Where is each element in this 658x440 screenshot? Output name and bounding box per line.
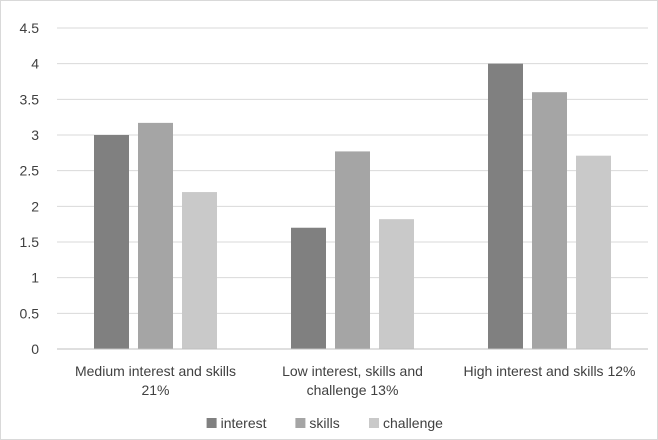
y-tick-label: 2 [31,198,39,214]
bar-interest [94,135,129,349]
y-tick-label: 3 [31,127,39,143]
y-tick-label: 4 [31,56,39,72]
y-tick-label: 2.5 [20,163,40,179]
y-tick-label: 1.5 [20,234,40,250]
y-tick-label: 0.5 [20,305,40,321]
bar-skills [532,92,567,349]
bar-skills [335,151,370,349]
category-label: High interest and skills 12% [464,363,636,379]
bar-challenge [379,219,414,349]
legend: interest skills challenge [206,415,443,431]
category-label: Low interest, skills and [282,363,423,379]
category-labels: Medium interest and skills 21% Low interes… [75,363,636,398]
bar-interest [488,63,523,350]
bar-challenge [576,155,611,349]
category-label: 21% [141,382,169,398]
legend-label-challenge: challenge [383,415,443,431]
y-tick-label: 1 [31,270,39,286]
legend-swatch-challenge [369,418,379,428]
legend-swatch-interest [206,418,217,428]
bars [94,63,611,350]
y-tick-label: 0 [31,341,39,357]
legend-swatch-skills [295,418,306,428]
category-label: challenge 13% [307,382,399,398]
bar-challenge [182,192,217,349]
bar-skills [138,122,173,349]
legend-label-skills: skills [309,415,339,431]
y-axis-tick-labels: 0 0.5 1 1.5 2 2.5 3 3.5 4 4.5 [20,20,40,357]
y-tick-label: 3.5 [20,91,40,107]
bar-interest [291,227,326,349]
category-label: Medium interest and skills [75,363,236,379]
y-tick-label: 4.5 [20,20,40,36]
legend-label-interest: interest [221,415,267,431]
